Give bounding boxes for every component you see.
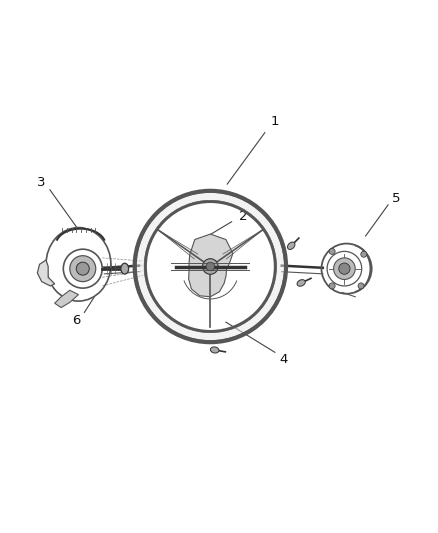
Polygon shape [37, 260, 55, 286]
Circle shape [358, 283, 364, 289]
Circle shape [202, 259, 218, 274]
Ellipse shape [121, 263, 129, 274]
Circle shape [329, 248, 335, 254]
Circle shape [339, 263, 350, 274]
Ellipse shape [287, 242, 295, 249]
Polygon shape [134, 191, 286, 342]
Text: 3: 3 [37, 176, 46, 189]
Circle shape [329, 283, 335, 289]
Circle shape [76, 262, 89, 275]
Circle shape [361, 251, 367, 257]
Polygon shape [189, 234, 233, 297]
Circle shape [70, 256, 96, 281]
Text: 2: 2 [239, 211, 247, 223]
Circle shape [206, 262, 215, 271]
Circle shape [334, 258, 355, 279]
Text: 5: 5 [392, 192, 401, 205]
Ellipse shape [210, 347, 219, 353]
Text: 1: 1 [271, 115, 279, 128]
Text: 6: 6 [72, 314, 81, 327]
Ellipse shape [297, 280, 305, 286]
Polygon shape [55, 290, 78, 308]
Text: 4: 4 [280, 353, 288, 366]
